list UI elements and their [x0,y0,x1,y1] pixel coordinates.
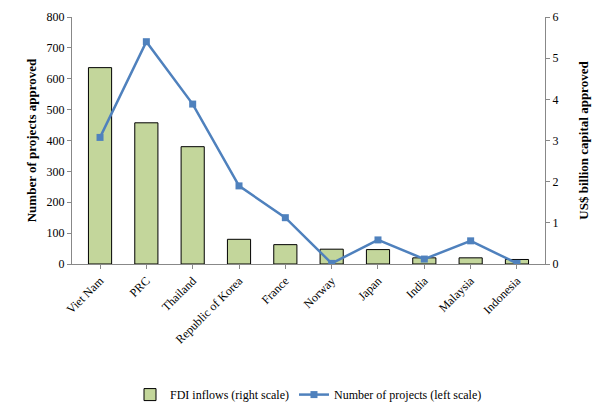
svg-text:Thailand: Thailand [159,274,199,314]
svg-text:Number of projects approved: Number of projects approved [24,58,39,222]
svg-text:India: India [403,273,431,301]
svg-text:2: 2 [552,175,558,189]
svg-text:0: 0 [552,257,558,271]
svg-text:300: 300 [47,165,65,179]
svg-text:Indonesia: Indonesia [480,273,523,316]
svg-text:5: 5 [552,51,558,65]
svg-text:Number of projects (left scale: Number of projects (left scale) [334,388,481,402]
svg-text:700: 700 [47,41,65,55]
svg-text:Japan: Japan [355,274,384,303]
svg-text:Norway: Norway [301,274,338,311]
svg-text:400: 400 [47,134,65,148]
svg-text:Republic of Korea: Republic of Korea [173,273,246,346]
svg-text:PRC: PRC [127,274,153,300]
svg-text:6: 6 [552,10,558,24]
svg-text:Viet Nam: Viet Nam [64,273,107,316]
svg-text:France: France [259,274,292,307]
svg-text:1: 1 [552,216,558,230]
svg-text:600: 600 [47,72,65,86]
svg-text:100: 100 [47,226,65,240]
svg-text:US$ billion capital approved: US$ billion capital approved [576,61,591,220]
svg-text:3: 3 [552,134,558,148]
svg-text:Malaysia: Malaysia [436,273,477,314]
svg-text:4: 4 [552,93,558,107]
svg-text:800: 800 [47,10,65,24]
svg-text:FDI inflows (right scale): FDI inflows (right scale) [170,388,289,402]
svg-text:500: 500 [47,103,65,117]
svg-text:200: 200 [47,195,65,209]
svg-text:0: 0 [59,257,65,271]
